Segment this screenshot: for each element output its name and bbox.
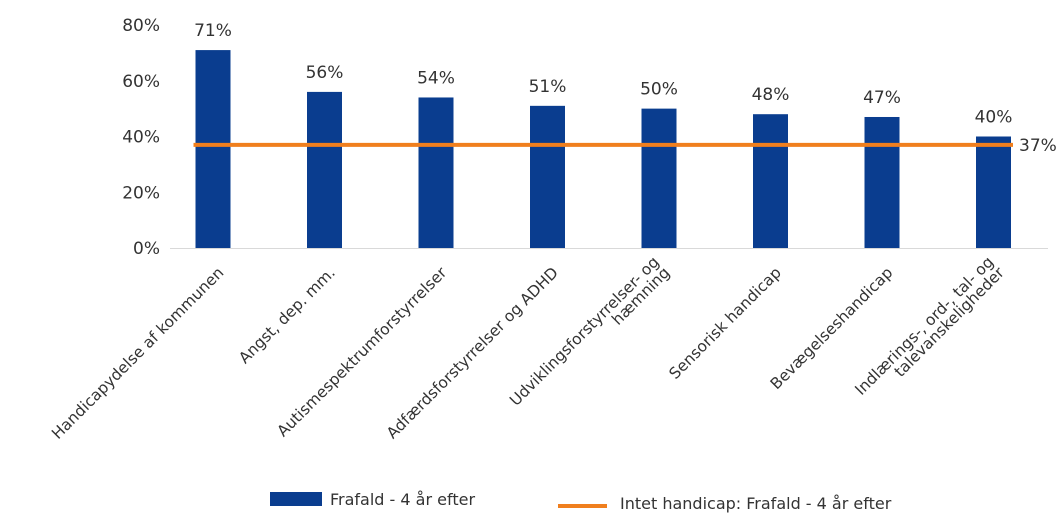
category-label-line: Udviklingsforstyrrelser- og xyxy=(506,253,663,410)
bar-data-label: 56% xyxy=(306,63,344,83)
category-label-line: Sensorisk handicap xyxy=(666,264,785,383)
y-tick-label: 80% xyxy=(122,16,160,36)
category-label-line: Angst, dep. mm. xyxy=(235,264,339,368)
bar-data-label: 47% xyxy=(863,88,901,108)
bar-data-labels: 71% 56% 54% 51% 50% 48% 47% 40% xyxy=(194,21,1012,127)
bar xyxy=(864,116,900,248)
legend-label-line: Intet handicap: Frafald - 4 år efter xyxy=(620,494,892,513)
bar xyxy=(753,114,788,248)
bar-data-label: 48% xyxy=(752,85,790,105)
category-labels: Handicapydelse af kommunen Angst, dep. mm… xyxy=(48,253,1008,443)
y-tick-label: 0% xyxy=(133,239,160,259)
category-label: Udviklingsforstyrrelser- oghæmning xyxy=(506,253,673,420)
bar-data-label: 40% xyxy=(975,108,1013,128)
y-tick-label: 40% xyxy=(122,128,160,148)
category-label: Angst, dep. mm. xyxy=(235,264,339,368)
bar-data-label: 71% xyxy=(194,21,232,41)
legend: Frafald - 4 år efter Intet handicap: Fra… xyxy=(270,490,892,513)
bar-data-label: 50% xyxy=(640,80,678,100)
bar xyxy=(976,136,1011,248)
bar xyxy=(530,105,565,249)
bar xyxy=(418,97,454,248)
category-label: Handicapydelse af kommunen xyxy=(48,264,227,443)
bar xyxy=(641,108,677,248)
y-tick-label: 60% xyxy=(122,72,160,92)
category-label-line: Handicapydelse af kommunen xyxy=(48,264,227,443)
legend-swatch-bar xyxy=(270,492,322,506)
y-axis-ticks: 0% 20% 40% 60% 80% xyxy=(122,16,160,259)
bar-data-label: 54% xyxy=(417,68,455,88)
category-label-line: talevanskeligheder xyxy=(891,263,1008,380)
y-tick-label: 20% xyxy=(122,183,160,203)
reference-line-label: 37% xyxy=(1019,136,1057,156)
bar xyxy=(195,50,231,249)
bar-data-label: 51% xyxy=(529,77,567,97)
legend-label-bar: Frafald - 4 år efter xyxy=(330,490,475,509)
bar xyxy=(307,91,342,249)
category-label: Sensorisk handicap xyxy=(666,264,785,383)
bars xyxy=(195,50,1011,249)
